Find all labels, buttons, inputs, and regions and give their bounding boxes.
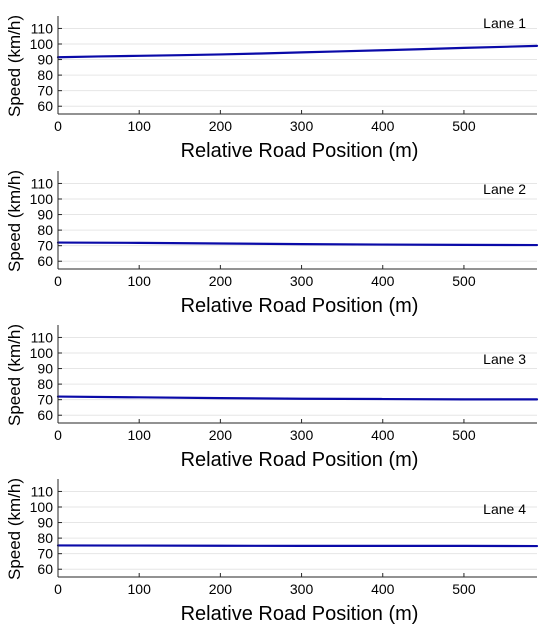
lane-2-y-tick-label: 80 xyxy=(37,222,53,238)
lane-3-speed-line xyxy=(56,395,539,401)
lane-2-x-tick-label: 100 xyxy=(128,273,152,289)
lane-2-title: Lane 2 xyxy=(483,181,526,197)
lane-2-speed-line xyxy=(56,241,539,247)
lane-4-x-axis-label: Relative Road Position (m) xyxy=(181,603,419,625)
lane-4-y-tick-label: 110 xyxy=(31,483,54,499)
lane-2-x-tick-label: 300 xyxy=(290,273,314,289)
lane-3-x-tick-label: 400 xyxy=(371,427,395,443)
lane-2-y-axis-label: Speed (km/h) xyxy=(5,170,24,272)
lane-4-x-tick-label: 300 xyxy=(290,581,314,597)
lane-3-y-tick-label: 100 xyxy=(30,345,54,361)
lane-1-x-tick-label: 500 xyxy=(452,118,476,134)
lane-2-x-tick-label: 500 xyxy=(452,273,476,289)
lane-1-y-tick-label: 70 xyxy=(37,83,53,99)
lane-1-x-tick-label: 0 xyxy=(54,118,62,134)
lane-1-x-tick-label: 200 xyxy=(209,118,233,134)
lane-4-x-tick-label: 200 xyxy=(209,581,233,597)
lane-4-y-tick-label: 70 xyxy=(37,546,53,562)
lane-4-y-tick-label: 60 xyxy=(37,561,53,577)
lane-1-y-tick-label: 100 xyxy=(30,36,54,52)
lane-2-y-tick-label: 60 xyxy=(37,253,53,269)
lane-4-y-tick-label: 100 xyxy=(30,499,54,515)
lane-2-y-tick-label: 90 xyxy=(37,207,53,223)
lane-1-y-tick-label: 90 xyxy=(37,52,53,68)
lane-4-x-tick-label: 100 xyxy=(128,581,152,597)
lane-3-x-tick-label: 500 xyxy=(452,427,476,443)
lane-3-x-axis-label: Relative Road Position (m) xyxy=(181,449,419,471)
lane-1-y-tick-label: 80 xyxy=(37,67,53,83)
lane-4-title: Lane 4 xyxy=(483,501,526,517)
lane-1-x-axis-label: Relative Road Position (m) xyxy=(181,140,419,162)
lane-1-x-tick-label: 100 xyxy=(128,118,152,134)
lane-3-x-tick-label: 300 xyxy=(290,427,314,443)
lane-3-y-tick-label: 60 xyxy=(37,407,53,423)
lane-4-y-tick-label: 90 xyxy=(37,515,53,531)
lane-1-x-tick-label: 300 xyxy=(290,118,314,134)
lane-2-x-tick-label: 0 xyxy=(54,273,62,289)
lane-4-x-tick-label: 500 xyxy=(452,581,476,597)
lane-3-y-tick-label: 110 xyxy=(31,329,54,345)
lane-2-y-tick-label: 110 xyxy=(31,175,54,191)
lane-3-y-tick-label: 90 xyxy=(37,361,53,377)
lane-1-title: Lane 1 xyxy=(483,15,526,31)
lane-1-y-tick-label: 110 xyxy=(31,20,54,36)
lane-3-y-tick-label: 70 xyxy=(37,392,53,408)
lane-2-x-tick-label: 400 xyxy=(371,273,395,289)
lane-1-x-tick-label: 400 xyxy=(371,118,395,134)
lane-1-speed-line xyxy=(56,44,539,59)
lane-3-x-tick-label: 100 xyxy=(128,427,152,443)
lane-2-x-axis-label: Relative Road Position (m) xyxy=(181,295,419,317)
lane-3-y-tick-label: 80 xyxy=(37,376,53,392)
lane-4-speed-line xyxy=(56,544,539,548)
lane-3-title: Lane 3 xyxy=(483,351,526,367)
lane-4-y-axis-label: Speed (km/h) xyxy=(5,478,24,580)
lane-4-x-tick-label: 400 xyxy=(371,581,395,597)
lane-3-x-tick-label: 0 xyxy=(54,427,62,443)
lane-1-y-tick-label: 60 xyxy=(37,98,53,114)
lane-4-y-tick-label: 80 xyxy=(37,530,53,546)
lane-2-y-tick-label: 70 xyxy=(37,238,53,254)
lane-3-x-tick-label: 200 xyxy=(209,427,233,443)
lane-2-y-tick-label: 100 xyxy=(30,191,54,207)
lane-2-x-tick-label: 200 xyxy=(209,273,233,289)
lane-1-y-axis-label: Speed (km/h) xyxy=(5,15,24,117)
lane-3-y-axis-label: Speed (km/h) xyxy=(5,324,24,426)
lane-4-x-tick-label: 0 xyxy=(54,581,62,597)
